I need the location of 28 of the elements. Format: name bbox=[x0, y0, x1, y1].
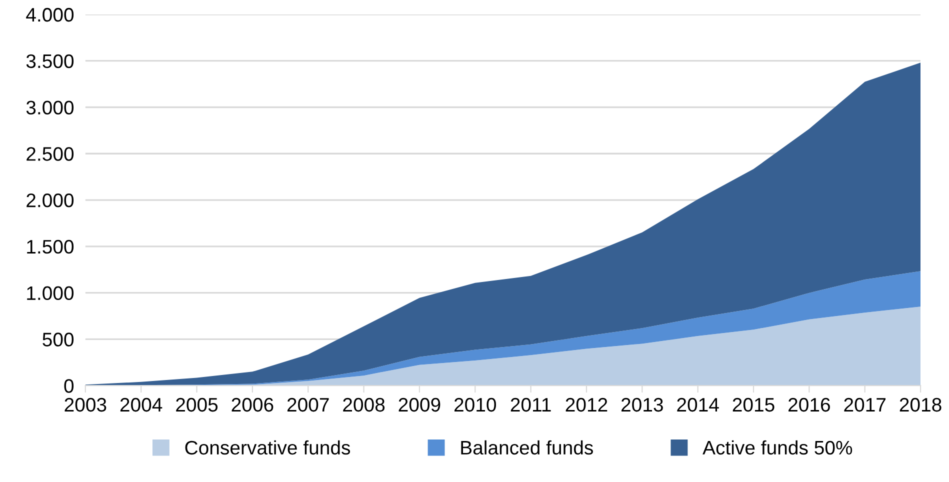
x-tick-label: 2015 bbox=[732, 398, 774, 412]
x-tick-label: 2009 bbox=[398, 398, 440, 412]
x-tick-label: 2006 bbox=[232, 398, 274, 412]
x-tick-label: 2008 bbox=[343, 398, 385, 412]
x-tick-label: 2013 bbox=[622, 398, 663, 412]
x-tick-label: 2017 bbox=[844, 398, 886, 412]
y-tick-label: 1.000 bbox=[27, 286, 74, 300]
y-tick-label: 2.000 bbox=[26, 194, 74, 208]
x-tick-label: 2005 bbox=[176, 398, 218, 412]
x-tick-label: 2012 bbox=[566, 398, 608, 412]
x-tick-label: 2004 bbox=[120, 398, 162, 412]
y-tick-label: 4.000 bbox=[26, 8, 74, 22]
x-tick-label: 2010 bbox=[454, 398, 496, 412]
y-tick-label: 2.500 bbox=[26, 147, 74, 161]
x-tick-label: 2007 bbox=[287, 398, 329, 412]
x-tick-label: 2003 bbox=[64, 398, 106, 412]
legend-label: Conservative funds bbox=[185, 440, 350, 455]
x-tick-label: 2016 bbox=[788, 398, 830, 412]
y-tick-label: 3.500 bbox=[26, 54, 74, 68]
y-tick-label: 1.500 bbox=[27, 240, 74, 254]
legend-label: Balanced funds bbox=[461, 440, 593, 455]
x-tick-label: 2014 bbox=[677, 398, 719, 412]
x-tick-label: 2018 bbox=[900, 398, 942, 412]
y-tick-label: 3.000 bbox=[26, 100, 74, 114]
legend-label: Active funds 50% bbox=[702, 440, 852, 455]
y-tick-label: 0 bbox=[64, 379, 74, 393]
y-tick-label: 500 bbox=[42, 332, 74, 346]
x-tick-label: 2011 bbox=[510, 398, 551, 412]
